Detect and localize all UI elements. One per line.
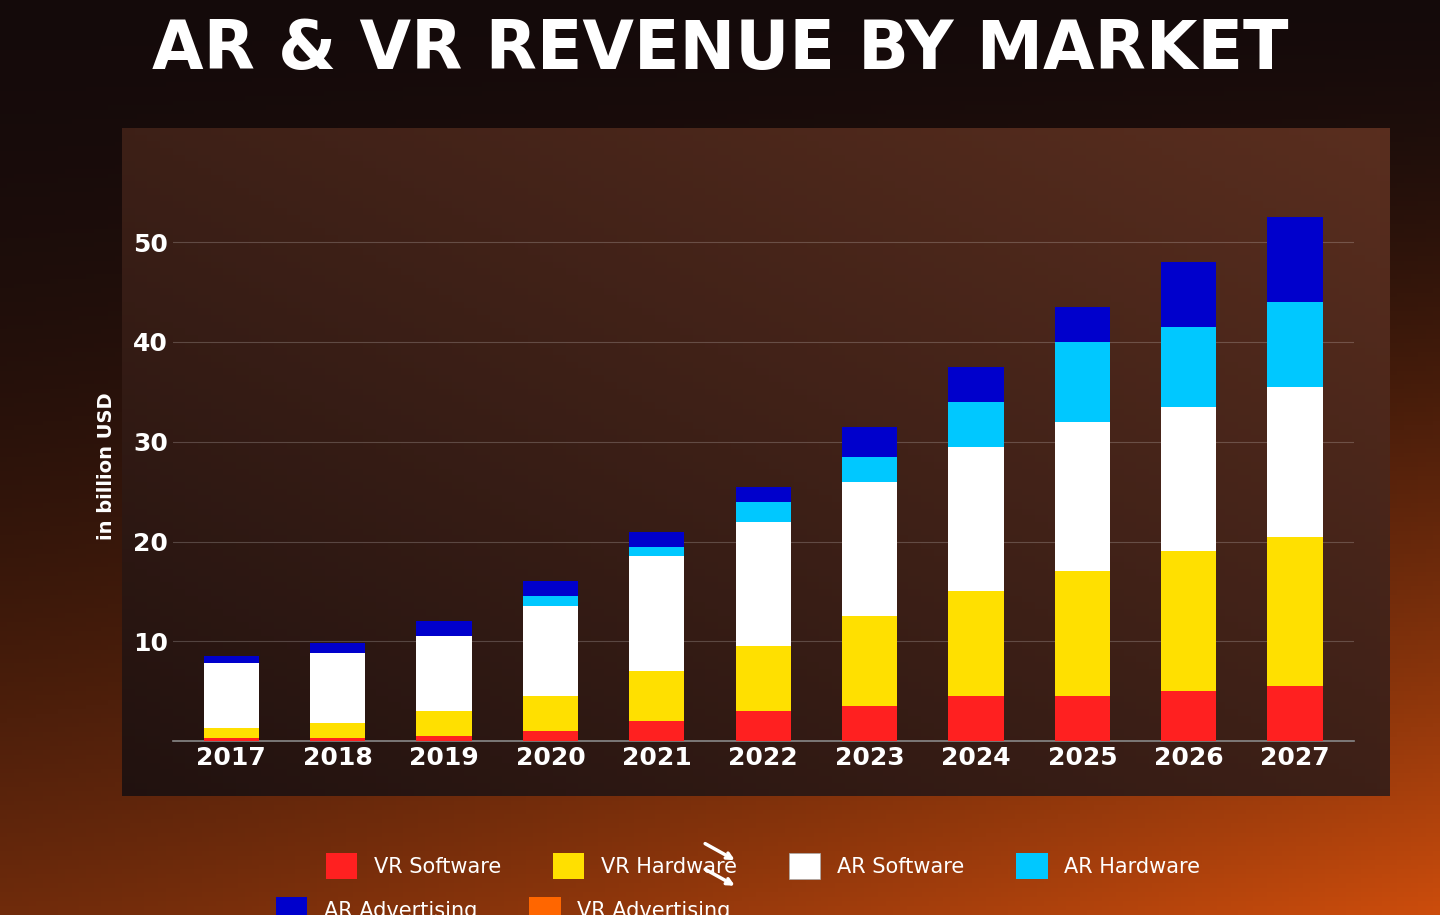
Bar (842, 457, 897, 481)
Bar (736, 646, 791, 711)
Bar (1161, 552, 1217, 691)
Bar (1161, 262, 1217, 327)
Bar (203, 738, 259, 741)
Bar (736, 522, 791, 646)
Bar (629, 556, 684, 672)
Bar (1267, 387, 1323, 536)
Bar (949, 696, 1004, 741)
Bar (1267, 536, 1323, 686)
Bar (629, 721, 684, 741)
Bar (523, 607, 577, 696)
Bar (523, 731, 577, 741)
Text: AR & VR REVENUE BY MARKET: AR & VR REVENUE BY MARKET (151, 17, 1289, 83)
Bar (629, 546, 684, 556)
Bar (310, 723, 366, 738)
Bar (949, 367, 1004, 402)
Bar (629, 672, 684, 721)
Bar (842, 617, 897, 706)
Bar (1267, 302, 1323, 387)
Bar (1054, 422, 1110, 572)
Bar (736, 711, 791, 741)
Bar (1054, 696, 1110, 741)
Bar (416, 737, 472, 741)
Bar (416, 636, 472, 711)
Bar (736, 501, 791, 522)
Bar (736, 487, 791, 501)
Bar (949, 591, 1004, 696)
Bar (310, 653, 366, 723)
Bar (842, 481, 897, 617)
Bar (310, 738, 366, 741)
Bar (842, 706, 897, 741)
Bar (949, 402, 1004, 447)
Bar (1161, 691, 1217, 741)
Bar (1267, 217, 1323, 302)
Bar (629, 532, 684, 546)
Bar (523, 696, 577, 731)
Bar (523, 581, 577, 597)
Bar (1054, 572, 1110, 696)
Bar (416, 711, 472, 737)
Bar (1054, 342, 1110, 422)
Bar (203, 728, 259, 738)
Bar (310, 643, 366, 653)
Bar (523, 597, 577, 607)
Y-axis label: in billion USD: in billion USD (98, 393, 117, 541)
Bar (203, 663, 259, 728)
Bar (203, 656, 259, 663)
Bar (1267, 686, 1323, 741)
Bar (1161, 327, 1217, 407)
Legend: AR Advertising, VR Advertising: AR Advertising, VR Advertising (268, 888, 739, 915)
Bar (842, 426, 897, 457)
Bar (416, 621, 472, 636)
Bar (949, 447, 1004, 591)
Bar (1161, 407, 1217, 552)
Bar (1054, 307, 1110, 342)
